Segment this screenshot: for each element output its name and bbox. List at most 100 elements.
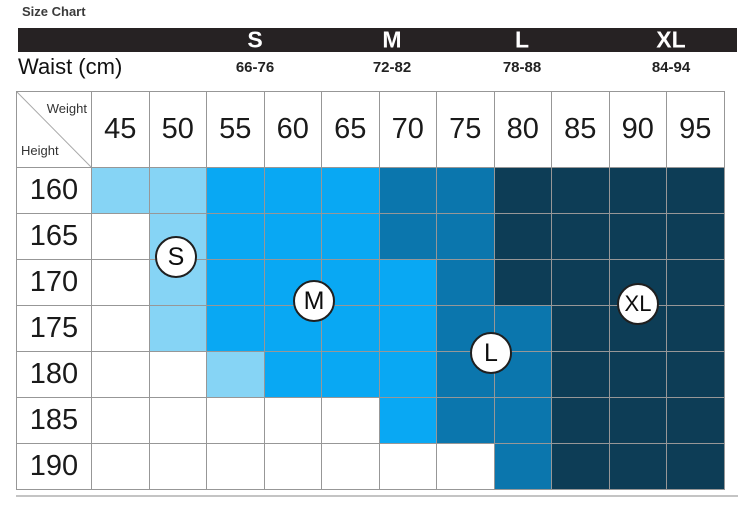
size-cell-h190-w80 xyxy=(494,444,552,490)
size-cell-h165-w85 xyxy=(552,214,610,260)
size-cell-h165-w80 xyxy=(494,214,552,260)
size-cell-h180-w85 xyxy=(552,352,610,398)
size-cell-h190-w65 xyxy=(322,444,380,490)
size-cell-h170-w80 xyxy=(494,260,552,306)
size-cell-h175-w55 xyxy=(207,306,265,352)
height-header-180: 180 xyxy=(17,352,92,398)
size-cell-h185-w75 xyxy=(437,398,495,444)
size-cell-h180-w60 xyxy=(264,352,322,398)
weight-header-60: 60 xyxy=(264,92,322,168)
size-cell-h160-w95 xyxy=(667,168,725,214)
size-cell-h175-w45 xyxy=(92,306,150,352)
size-cell-h160-w55 xyxy=(207,168,265,214)
size-cell-h160-w45 xyxy=(92,168,150,214)
page-title: Size Chart xyxy=(22,4,86,19)
size-cell-h180-w50 xyxy=(149,352,207,398)
size-cell-h160-w90 xyxy=(609,168,667,214)
weight-header-75: 75 xyxy=(437,92,495,168)
size-cell-h185-w45 xyxy=(92,398,150,444)
size-cell-h165-w75 xyxy=(437,214,495,260)
size-cell-h165-w60 xyxy=(264,214,322,260)
weight-header-95: 95 xyxy=(667,92,725,168)
height-header-175: 175 xyxy=(17,306,92,352)
weight-header-55: 55 xyxy=(207,92,265,168)
waist-range-xl: 84-94 xyxy=(651,59,691,76)
size-badge-s: S xyxy=(155,236,197,278)
size-cell-h165-w95 xyxy=(667,214,725,260)
size-cell-h185-w70 xyxy=(379,398,437,444)
height-header-170: 170 xyxy=(17,260,92,306)
weight-header-70: 70 xyxy=(379,92,437,168)
height-header-160: 160 xyxy=(17,168,92,214)
size-cell-h170-w45 xyxy=(92,260,150,306)
size-grid: Weight Height 45 50 55 60 65 70 75 80 85 90 95 160 165… xyxy=(16,91,725,490)
size-cell-h185-w60 xyxy=(264,398,322,444)
size-cell-h175-w70 xyxy=(379,306,437,352)
corner-diagonal-line xyxy=(17,92,91,167)
size-cell-h190-w45 xyxy=(92,444,150,490)
height-header-165: 165 xyxy=(17,214,92,260)
size-bar-label-xl: XL xyxy=(656,26,686,53)
size-cell-h160-w70 xyxy=(379,168,437,214)
size-cell-h180-w65 xyxy=(322,352,380,398)
size-cell-h175-w85 xyxy=(552,306,610,352)
size-badge-xl: XL xyxy=(617,283,659,325)
weight-header-45: 45 xyxy=(92,92,150,168)
size-cell-h190-w60 xyxy=(264,444,322,490)
weight-header-80: 80 xyxy=(494,92,552,168)
corner-height-label: Height xyxy=(21,143,59,158)
size-cell-h160-w50 xyxy=(149,168,207,214)
weight-header-65: 65 xyxy=(322,92,380,168)
size-cell-h170-w85 xyxy=(552,260,610,306)
corner-weight-label: Weight xyxy=(46,101,87,116)
size-cell-h175-w50 xyxy=(149,306,207,352)
size-cell-h180-w80 xyxy=(494,352,552,398)
size-bar-label-s: S xyxy=(247,26,263,53)
size-cell-h170-w70 xyxy=(379,260,437,306)
size-cell-h180-w70 xyxy=(379,352,437,398)
size-cell-h180-w95 xyxy=(667,352,725,398)
size-bar-label-m: M xyxy=(382,26,402,53)
size-cell-h160-w65 xyxy=(322,168,380,214)
size-cell-h185-w50 xyxy=(149,398,207,444)
weight-header-50: 50 xyxy=(149,92,207,168)
bottom-rule xyxy=(16,495,738,497)
size-cell-h185-w90 xyxy=(609,398,667,444)
height-header-185: 185 xyxy=(17,398,92,444)
size-badge-l: L xyxy=(470,332,512,374)
height-header-190: 190 xyxy=(17,444,92,490)
size-cell-h175-w65 xyxy=(322,306,380,352)
size-cell-h175-w95 xyxy=(667,306,725,352)
weight-header-90: 90 xyxy=(609,92,667,168)
size-cell-h165-w70 xyxy=(379,214,437,260)
size-bar: S M L XL xyxy=(18,28,737,52)
size-cell-h190-w75 xyxy=(437,444,495,490)
size-cell-h185-w55 xyxy=(207,398,265,444)
size-cell-h185-w85 xyxy=(552,398,610,444)
size-cell-h165-w55 xyxy=(207,214,265,260)
size-cell-h170-w95 xyxy=(667,260,725,306)
size-cell-h160-w85 xyxy=(552,168,610,214)
waist-range-m: 72-82 xyxy=(372,59,412,76)
size-cell-h160-w80 xyxy=(494,168,552,214)
size-cell-h160-w75 xyxy=(437,168,495,214)
size-cell-h190-w85 xyxy=(552,444,610,490)
size-cell-h165-w90 xyxy=(609,214,667,260)
size-cell-h165-w45 xyxy=(92,214,150,260)
size-cell-h190-w50 xyxy=(149,444,207,490)
size-cell-h170-w75 xyxy=(437,260,495,306)
size-bar-label-l: L xyxy=(514,26,530,53)
size-cell-h185-w95 xyxy=(667,398,725,444)
size-cell-h185-w80 xyxy=(494,398,552,444)
size-cell-h165-w65 xyxy=(322,214,380,260)
size-cell-h170-w55 xyxy=(207,260,265,306)
size-cell-h190-w55 xyxy=(207,444,265,490)
size-cell-h190-w70 xyxy=(379,444,437,490)
size-cell-h180-w45 xyxy=(92,352,150,398)
size-cell-h180-w55 xyxy=(207,352,265,398)
size-badge-m: M xyxy=(293,280,335,322)
size-cell-h185-w65 xyxy=(322,398,380,444)
size-cell-h180-w90 xyxy=(609,352,667,398)
weight-header-85: 85 xyxy=(552,92,610,168)
